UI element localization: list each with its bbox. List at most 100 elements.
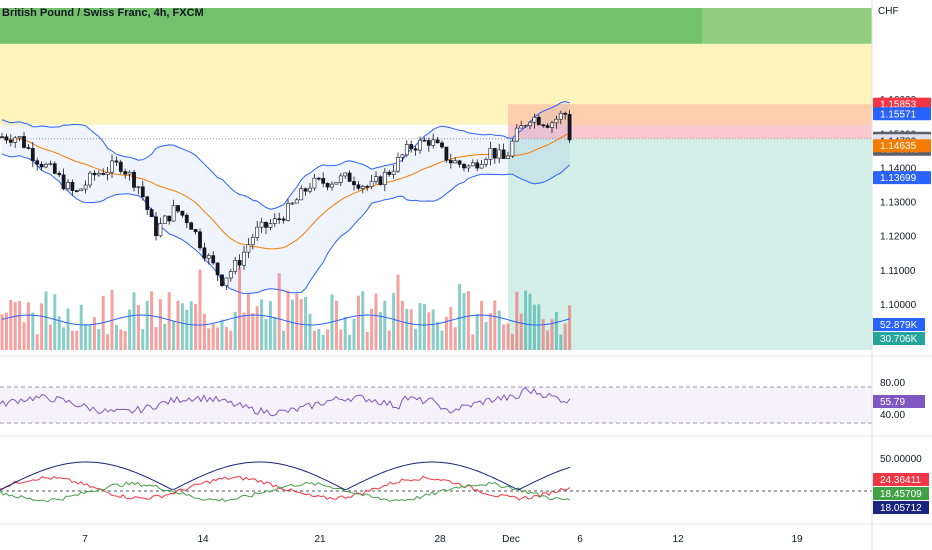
candle <box>48 160 53 166</box>
candle-body <box>268 223 273 228</box>
volume-bar <box>97 328 101 350</box>
candle <box>567 110 572 143</box>
candle <box>171 199 176 222</box>
volume-bar <box>84 323 88 350</box>
candle <box>30 141 35 168</box>
candle <box>409 140 414 153</box>
candle-body <box>101 173 106 175</box>
candle <box>17 135 22 142</box>
candle <box>462 162 466 172</box>
volume-bar <box>339 329 343 350</box>
candle <box>523 124 528 128</box>
bb-basis-tag-bg <box>873 139 931 153</box>
candle <box>74 189 79 193</box>
candle <box>475 159 480 172</box>
dmi-tag-bg <box>873 473 929 486</box>
candle <box>391 164 396 179</box>
volume-bar <box>405 308 409 350</box>
candle <box>501 143 506 159</box>
volume-bar <box>312 330 316 350</box>
volume-bar <box>466 291 470 350</box>
candle <box>404 140 409 158</box>
volume-bar <box>502 324 506 350</box>
volume-bar <box>207 328 211 350</box>
volume-bar <box>365 331 369 350</box>
price-tick-label: 1.10000 <box>880 300 917 311</box>
volume-bar <box>180 303 184 350</box>
volume-bar <box>541 319 545 350</box>
candle-body <box>501 149 506 159</box>
candle <box>66 179 70 191</box>
candle-body <box>286 203 290 221</box>
volume-bar <box>44 291 48 350</box>
price-tick-label: 1.14000 <box>880 163 917 174</box>
volume-bar <box>185 309 189 350</box>
candle <box>400 153 405 163</box>
volume-bar <box>229 330 233 350</box>
volume-bar <box>264 319 268 350</box>
volume-bar <box>119 329 123 350</box>
volume-bar <box>216 327 220 350</box>
volume-bar <box>79 304 83 350</box>
candle-body <box>316 177 321 180</box>
volume-bar <box>537 304 541 350</box>
candle-body <box>541 124 546 127</box>
volume-bar <box>458 283 462 350</box>
volume-bar <box>92 317 96 350</box>
candle-body <box>193 229 198 233</box>
candle-body <box>79 188 84 192</box>
candle-body <box>74 190 79 192</box>
volume-bar <box>506 323 510 350</box>
candle-body <box>176 205 180 212</box>
candle <box>127 170 132 181</box>
candle-body <box>136 186 141 189</box>
candle <box>123 168 128 179</box>
volume-bar <box>568 305 572 350</box>
candle-body <box>118 161 123 172</box>
candle-body <box>418 139 422 151</box>
volume-bar <box>361 291 365 350</box>
time-tick-label: 12 <box>672 534 684 545</box>
candle-body <box>294 199 299 204</box>
candle-body <box>479 163 484 169</box>
volume-bar <box>436 321 440 350</box>
volume-bar <box>40 303 44 350</box>
candle <box>387 169 392 177</box>
candle <box>294 197 299 204</box>
volume-bar <box>246 294 250 350</box>
candle <box>343 172 348 179</box>
candle-body <box>224 277 229 287</box>
chart-title: British Pound / Swiss Franc, 4h, FXCM <box>2 7 204 19</box>
candle <box>114 156 119 166</box>
candle <box>79 188 84 192</box>
candle-body <box>352 181 356 186</box>
candle-body <box>413 148 418 151</box>
price-tick-label: 1.11000 <box>880 266 916 277</box>
volume-bar <box>9 299 13 350</box>
candle <box>44 162 48 169</box>
candles-layer <box>0 110 572 290</box>
volume-bar <box>550 319 554 350</box>
volume-bar <box>251 313 255 350</box>
volume-bar <box>194 304 198 350</box>
candle <box>448 153 453 169</box>
time-tick-label: 14 <box>197 534 209 545</box>
candle <box>35 157 40 171</box>
candle-body <box>440 142 444 148</box>
volume-bar <box>352 318 356 350</box>
volume-bar <box>154 327 158 350</box>
candle <box>492 147 497 164</box>
candle <box>374 171 378 185</box>
candle <box>57 171 62 178</box>
candle-body <box>387 171 392 175</box>
volume-bar <box>150 291 154 350</box>
price-tick-label: 1.13000 <box>880 198 917 209</box>
candle <box>22 131 26 149</box>
candle-body <box>514 127 519 142</box>
candle <box>378 175 383 186</box>
candle <box>136 186 141 195</box>
volume-bar <box>114 324 118 350</box>
candle <box>180 210 185 218</box>
candle-body <box>444 146 449 161</box>
